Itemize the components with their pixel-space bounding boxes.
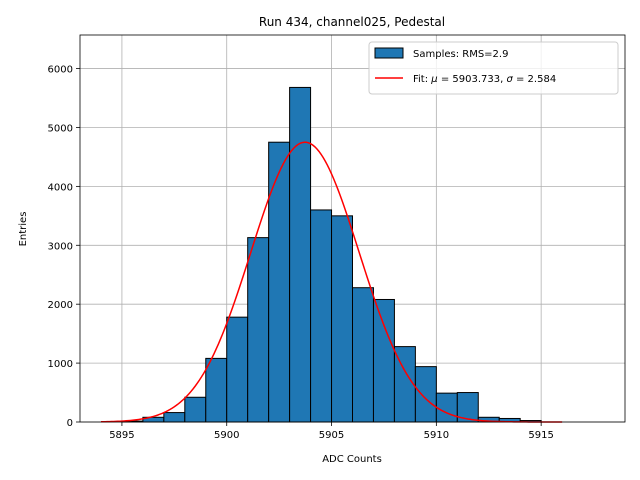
gaussian-fit-curve <box>100 141 563 423</box>
x-axis-label: ADC Counts <box>322 454 382 465</box>
legend-fit-prefix: Fit: <box>413 74 431 85</box>
y-tick-label: 0 <box>67 418 73 429</box>
x-tick-label: 5900 <box>214 430 239 441</box>
x-tick-label: 5905 <box>319 430 344 441</box>
legend-fit-sigma-symbol: σ <box>506 74 513 85</box>
y-tick-label: 3000 <box>48 241 73 252</box>
x-axis-ticks: 5895 5900 5905 5910 5915 <box>109 422 554 441</box>
legend-fit-sigma-value: = 2.584 <box>513 74 556 85</box>
legend: Samples: RMS=2.9 Fit: μ = 5903.733, σ = … <box>368 41 619 95</box>
x-tick-label: 5910 <box>424 430 449 441</box>
histogram-bar <box>268 141 291 423</box>
y-tick-label: 5000 <box>48 123 73 134</box>
histogram-bar <box>372 298 395 423</box>
y-axis-ticks: 0 1000 2000 3000 4000 5000 6000 <box>48 65 80 429</box>
chart-title: Run 434, channel025, Pedestal <box>259 15 445 29</box>
axes-frame <box>79 34 626 423</box>
x-tick-label: 5915 <box>528 430 553 441</box>
histogram-bars <box>121 86 542 423</box>
histogram-bar <box>205 357 228 423</box>
histogram-bar <box>310 209 333 423</box>
histogram-bar <box>226 316 249 423</box>
histogram-bar <box>435 392 458 423</box>
histogram-bar <box>414 366 437 423</box>
x-tick-label: 5895 <box>109 430 134 441</box>
legend-fit-mu-symbol: μ <box>430 74 437 85</box>
histogram-bar <box>352 287 374 423</box>
histogram-bar <box>247 237 270 423</box>
y-tick-label: 2000 <box>48 300 73 311</box>
legend-box <box>368 41 619 95</box>
y-tick-label: 4000 <box>48 182 73 193</box>
histogram-bar <box>184 396 207 423</box>
y-axis-label: Entries <box>18 212 29 247</box>
histogram-bar <box>331 215 353 423</box>
legend-samples-swatch <box>374 47 404 59</box>
y-tick-label: 1000 <box>48 359 73 370</box>
y-tick-label: 6000 <box>48 65 73 76</box>
histogram-bar <box>163 412 186 423</box>
histogram-bar <box>289 86 312 423</box>
legend-fit-label: Fit: μ = 5903.733, σ = 2.584 <box>413 74 556 85</box>
legend-fit-mu-value: = 5903.733, <box>438 74 507 85</box>
legend-samples-label: Samples: RMS=2.9 <box>413 49 508 60</box>
